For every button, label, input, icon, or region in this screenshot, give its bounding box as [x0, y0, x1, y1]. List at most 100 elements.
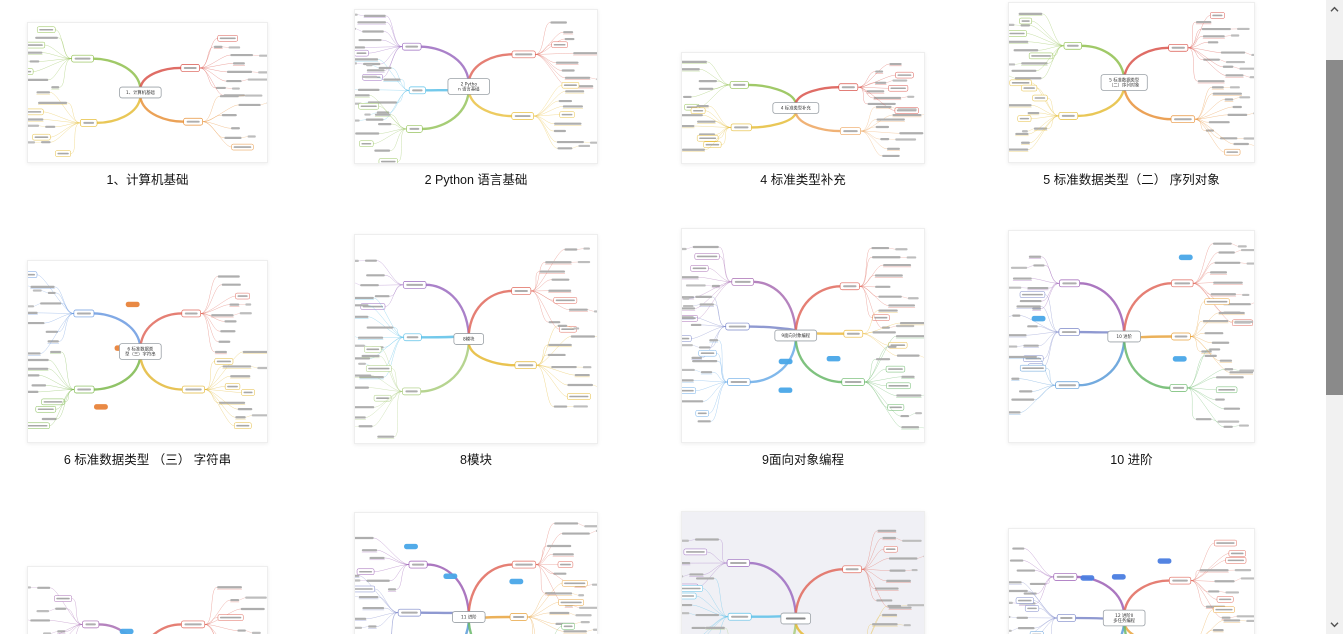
- branch-curve: [464, 620, 470, 634]
- leaf-text: [51, 86, 60, 89]
- mindmap-image: 10 进阶: [1009, 242, 1254, 428]
- leaf-text: [562, 105, 584, 108]
- highlight-pill: [443, 573, 458, 579]
- leaf-text: [553, 572, 567, 575]
- leaf-text: [877, 529, 897, 532]
- branch-curve: [794, 86, 840, 105]
- leaf-text: [1201, 350, 1212, 353]
- thumbnail-caption: 2 Python 语言基础: [424, 173, 528, 187]
- leaf-text: [1215, 398, 1225, 401]
- leaf-text: [214, 350, 227, 354]
- scroll-down-button[interactable]: [1326, 616, 1343, 633]
- leaf-text: [224, 320, 237, 323]
- leaf-text: [362, 30, 384, 33]
- branch-curve: [1122, 340, 1172, 390]
- leaf-text: [881, 326, 890, 329]
- leaf-text: [1013, 49, 1039, 52]
- branch-curve: [97, 623, 128, 634]
- scroll-up-button[interactable]: [1326, 1, 1343, 18]
- leaf-text: [28, 321, 45, 325]
- leaf-text: [698, 87, 714, 90]
- leaf-text: [557, 324, 568, 327]
- leaf-text: [365, 118, 384, 121]
- leaf-text: [565, 90, 585, 93]
- leaf-text: [1223, 407, 1241, 410]
- leaf-text: [1211, 341, 1230, 344]
- leaf-text: [229, 303, 240, 306]
- leaf-text: [878, 309, 898, 312]
- mindmap-image: 11 进阶: [355, 522, 597, 634]
- leaf-text: [355, 386, 370, 389]
- leaf-text: [705, 626, 725, 629]
- leaf-text: [221, 283, 241, 286]
- mindmap-image: [682, 529, 924, 634]
- scrollbar-thumb[interactable]: [1326, 60, 1343, 395]
- branch-curve: [419, 342, 470, 393]
- leaf-text: [1011, 69, 1037, 72]
- leaf-text: [875, 125, 890, 129]
- leaf-text: [226, 79, 242, 83]
- highlight-pill: [94, 404, 108, 410]
- mindmap-thumbnail[interactable]: 10 进阶: [1008, 230, 1255, 443]
- leaf-text: [28, 358, 49, 362]
- leaf-text: [369, 556, 385, 560]
- leaf-text: [889, 569, 906, 572]
- leaf-text: [235, 416, 246, 419]
- leaf-text: [696, 104, 709, 108]
- leaf-text: [376, 111, 390, 114]
- leaf-text: [360, 284, 379, 287]
- leaf-text: [36, 91, 51, 94]
- leaf-text: [1232, 105, 1242, 109]
- mindmap-thumbnail[interactable]: 1、计算机基础: [27, 22, 268, 163]
- leaf-text: [573, 52, 597, 55]
- leaf-text: [232, 62, 245, 65]
- leaf-text: [682, 276, 699, 279]
- mindmap-thumbnail[interactable]: 5 标准数据类型 （二）序列对象: [1008, 2, 1255, 163]
- leaf-text: [901, 375, 915, 378]
- leaf-text: [217, 275, 240, 278]
- center-node: [1102, 609, 1146, 627]
- center-node: [774, 329, 818, 342]
- leaf-text: [900, 414, 910, 418]
- branch-curve: [152, 623, 183, 634]
- leaf-text: [38, 101, 68, 104]
- leaf-text: [886, 579, 911, 582]
- mindmap-thumbnail[interactable]: [27, 566, 268, 634]
- leaf-text: [1028, 255, 1042, 258]
- leaf-text: [564, 248, 578, 251]
- mindmap-thumbnail[interactable]: 6 标准数据类 型（三）字符串: [27, 260, 268, 443]
- leaf-text: [697, 420, 711, 423]
- branch-curve: [139, 96, 185, 123]
- leaf-text: [1209, 271, 1228, 274]
- leaf-text: [28, 311, 38, 314]
- mindmap-thumbnail[interactable]: 4 标准类型补充: [681, 52, 925, 164]
- leaf-text: [1011, 398, 1035, 401]
- leaf-text: [219, 95, 239, 98]
- branch-curve: [139, 355, 184, 391]
- leaf-text: [1018, 12, 1043, 15]
- leaf-text: [691, 356, 703, 359]
- mindmap-thumbnail[interactable]: 12 进阶II 多任务编程: [1008, 528, 1255, 634]
- leaf-text: [37, 586, 51, 589]
- leaf-text: [45, 125, 56, 128]
- mindmap-thumbnail[interactable]: 8模块: [354, 234, 598, 444]
- leaf-text: [366, 274, 385, 277]
- leaf-text: [1016, 616, 1029, 619]
- leaf-text: [887, 604, 902, 608]
- mindmap-thumbnail[interactable]: 9面向对象编程: [681, 228, 925, 443]
- mindmap-thumbnail[interactable]: 11 进阶: [354, 512, 598, 634]
- leaf-text: [1033, 264, 1045, 267]
- mindmap-thumbnail[interactable]: 2 Pytho n 语言基础: [354, 9, 598, 164]
- leaf-text: [230, 127, 240, 130]
- leaf-text: [876, 599, 893, 602]
- leaf-text: [28, 374, 40, 377]
- vertical-scrollbar: [1326, 0, 1343, 634]
- leaf-text: [558, 99, 573, 103]
- leaf-text: [230, 54, 254, 57]
- leaf-text: [691, 626, 706, 630]
- highlight-pill: [1178, 254, 1193, 261]
- leaf-text: [1208, 121, 1230, 124]
- leaf-text: [29, 60, 40, 63]
- mindmap-thumbnail[interactable]: [681, 511, 925, 634]
- center-node-label: 9面向对象编程: [781, 332, 810, 339]
